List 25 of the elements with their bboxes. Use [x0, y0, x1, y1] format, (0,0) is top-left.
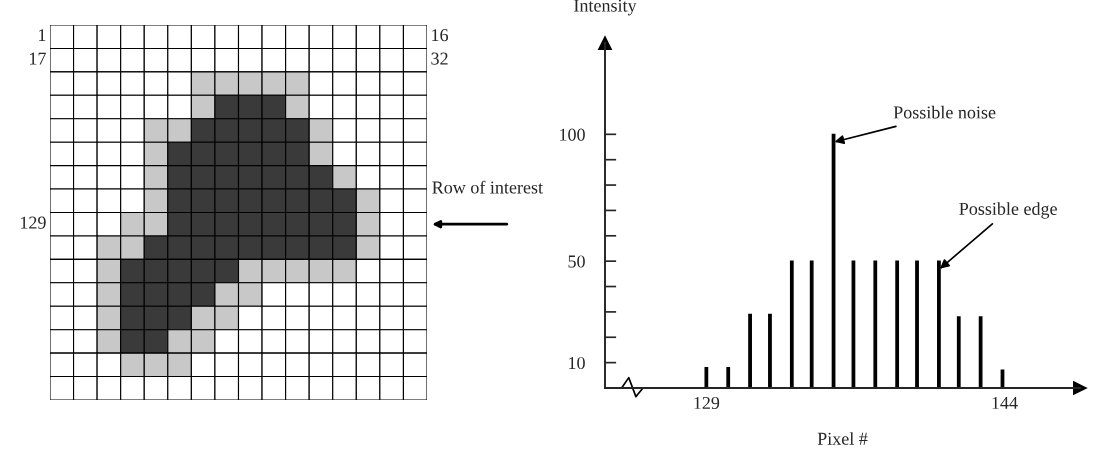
text: 1: [39, 29, 46, 42]
bar: [915, 260, 919, 388]
bar: [704, 367, 709, 388]
bar: [789, 260, 794, 388]
x-tick-label: 144: [992, 396, 1018, 409]
y-tick-label: 10: [569, 356, 585, 370]
text: 32: [431, 52, 448, 65]
text: 129: [20, 216, 46, 229]
text: 16: [432, 29, 449, 42]
bar: [768, 313, 772, 388]
bar: [748, 313, 752, 388]
bar: [726, 367, 731, 388]
annotation: Possible edge: [959, 202, 1057, 219]
bar: [809, 260, 814, 388]
y-tick-label: 100: [560, 128, 585, 141]
y-tick-label: 50: [568, 255, 585, 268]
text: Row of interest: [432, 180, 543, 194]
bar: [978, 316, 983, 388]
bar: [956, 316, 961, 388]
y-axis-title: Intensity: [574, 0, 637, 16]
x-axis-title: Pixel #: [817, 432, 868, 445]
bar: [895, 260, 900, 388]
bar: [873, 260, 878, 388]
annotation: Possible noise: [893, 105, 996, 119]
text: 17: [30, 52, 46, 65]
